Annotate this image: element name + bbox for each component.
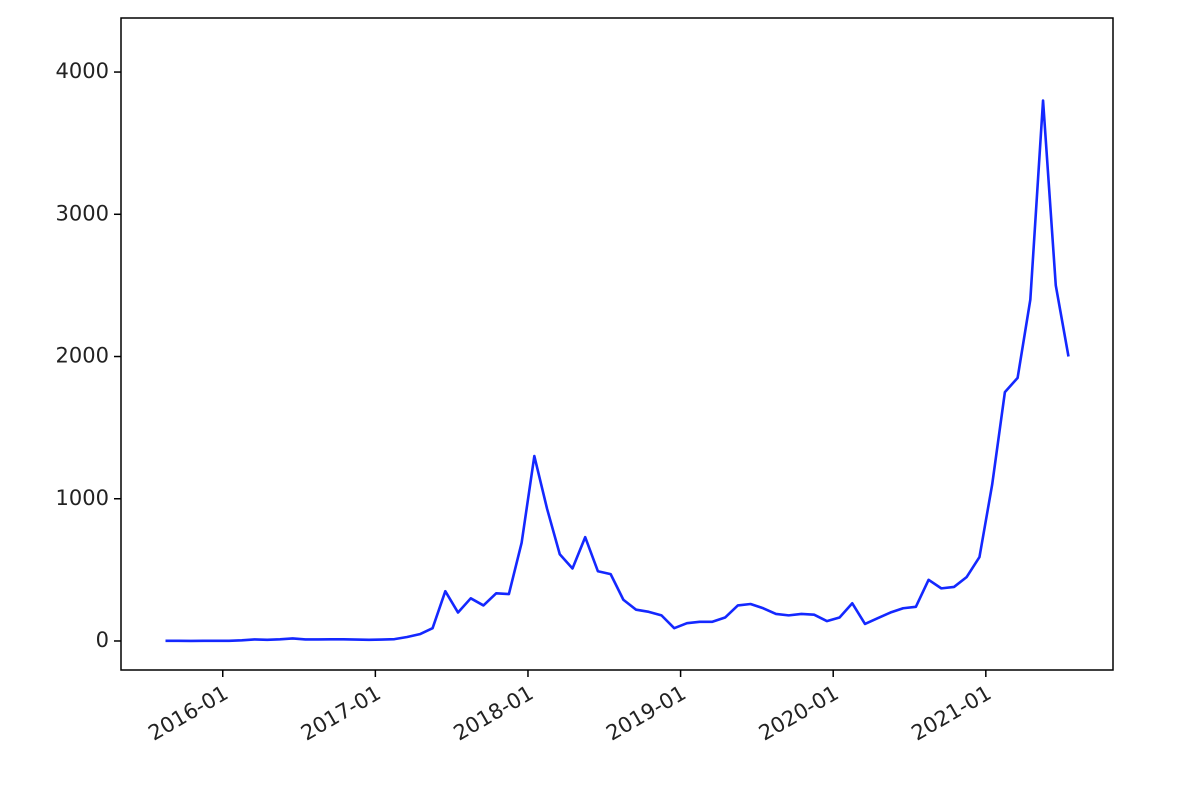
x-tick-label: 2019-01 — [602, 681, 690, 746]
x-tick-label: 2018-01 — [449, 681, 537, 746]
y-tick-label: 4000 — [56, 59, 109, 83]
y-tick-label: 3000 — [56, 201, 109, 225]
x-tick-label: 2017-01 — [297, 681, 385, 746]
y-tick-label: 1000 — [56, 486, 109, 510]
x-tick-label: 2020-01 — [755, 681, 843, 746]
y-tick-label: 0 — [96, 628, 109, 652]
plot-frame — [120, 17, 1114, 671]
x-tick-label: 2021-01 — [907, 681, 995, 746]
x-tick-label: 2016-01 — [144, 681, 232, 746]
line-series — [165, 99, 1070, 643]
y-tick-label: 2000 — [56, 344, 109, 368]
